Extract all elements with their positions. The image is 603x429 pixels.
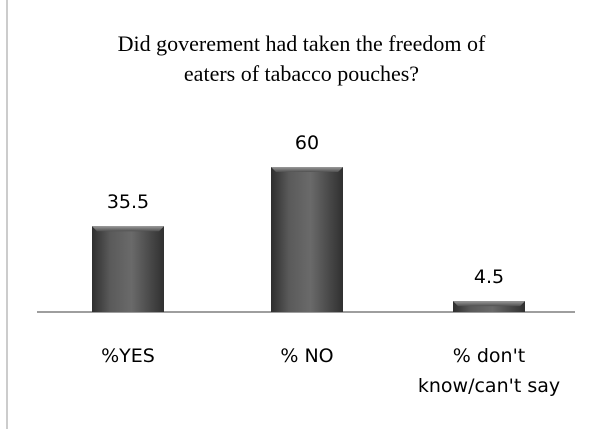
bar-body-1 (92, 226, 164, 312)
category-labels-group: %YES % NO % don't know/can't say (101, 345, 560, 397)
data-labels-group: 35.5 60 4.5 (107, 132, 504, 288)
bar-3 (453, 301, 525, 312)
category-label-3-line-2: know/can't say (418, 375, 560, 397)
category-label-1-line-1: %YES (101, 345, 155, 367)
data-label-3: 4.5 (474, 266, 504, 288)
chart-title-line-1: Did goverement had taken the freedom of (117, 31, 486, 56)
bar-body-2 (271, 167, 343, 312)
category-label-2-line-1: % NO (280, 345, 333, 367)
chart-title-line-2: eaters of tabacco pouches? (183, 61, 420, 86)
bar-1 (92, 226, 164, 312)
bar-bevel-2 (271, 167, 343, 172)
data-label-1: 35.5 (107, 191, 149, 213)
data-label-2: 60 (295, 132, 319, 154)
bar-bevel-1 (92, 226, 164, 232)
bar-body-3 (453, 301, 525, 312)
bar-2 (271, 167, 343, 312)
bars-group (92, 167, 525, 312)
bar-bevel-3 (453, 301, 525, 307)
category-label-3-line-1: % don't (453, 345, 526, 367)
